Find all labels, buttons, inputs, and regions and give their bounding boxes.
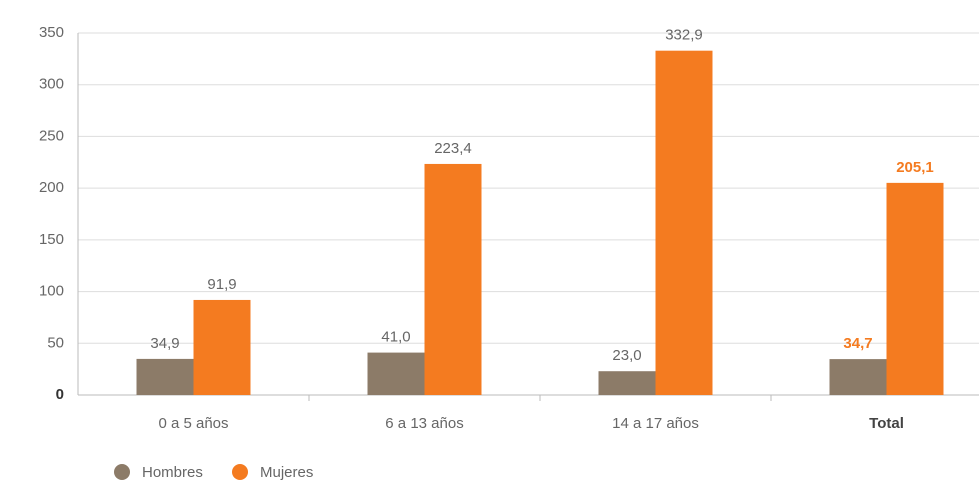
bar <box>598 371 656 395</box>
y-tick-label: 300 <box>39 76 64 93</box>
x-tick-label: Total <box>869 415 904 432</box>
y-tick-label: 350 <box>39 24 64 41</box>
value-label: 41,0 <box>381 329 410 346</box>
bar <box>655 50 713 396</box>
value-label: 23,0 <box>612 347 641 364</box>
x-tick-label: 14 a 17 años <box>612 415 699 432</box>
legend-label: Mujeres <box>260 464 313 481</box>
y-tick-label: 0 <box>56 386 64 403</box>
bar <box>886 182 944 395</box>
y-tick-label: 250 <box>39 127 64 144</box>
value-label: 205,1 <box>896 159 934 176</box>
value-label: 34,7 <box>843 335 872 352</box>
bar <box>367 352 425 395</box>
y-tick-label: 200 <box>39 179 64 196</box>
y-tick-label: 100 <box>39 283 64 300</box>
legend-swatch <box>232 464 248 480</box>
bar <box>136 358 194 395</box>
bar <box>424 163 482 395</box>
value-label: 91,9 <box>207 276 236 293</box>
y-tick-label: 50 <box>47 334 64 351</box>
legend-label: Hombres <box>142 464 203 481</box>
legend-swatch <box>114 464 130 480</box>
value-label: 332,9 <box>665 27 703 44</box>
x-tick-label: 0 a 5 años <box>158 415 228 432</box>
value-label: 34,9 <box>150 335 179 352</box>
bar <box>829 359 887 395</box>
bar <box>193 299 251 395</box>
y-tick-label: 150 <box>39 231 64 248</box>
x-tick-label: 6 a 13 años <box>385 415 463 432</box>
value-label: 223,4 <box>434 140 472 157</box>
